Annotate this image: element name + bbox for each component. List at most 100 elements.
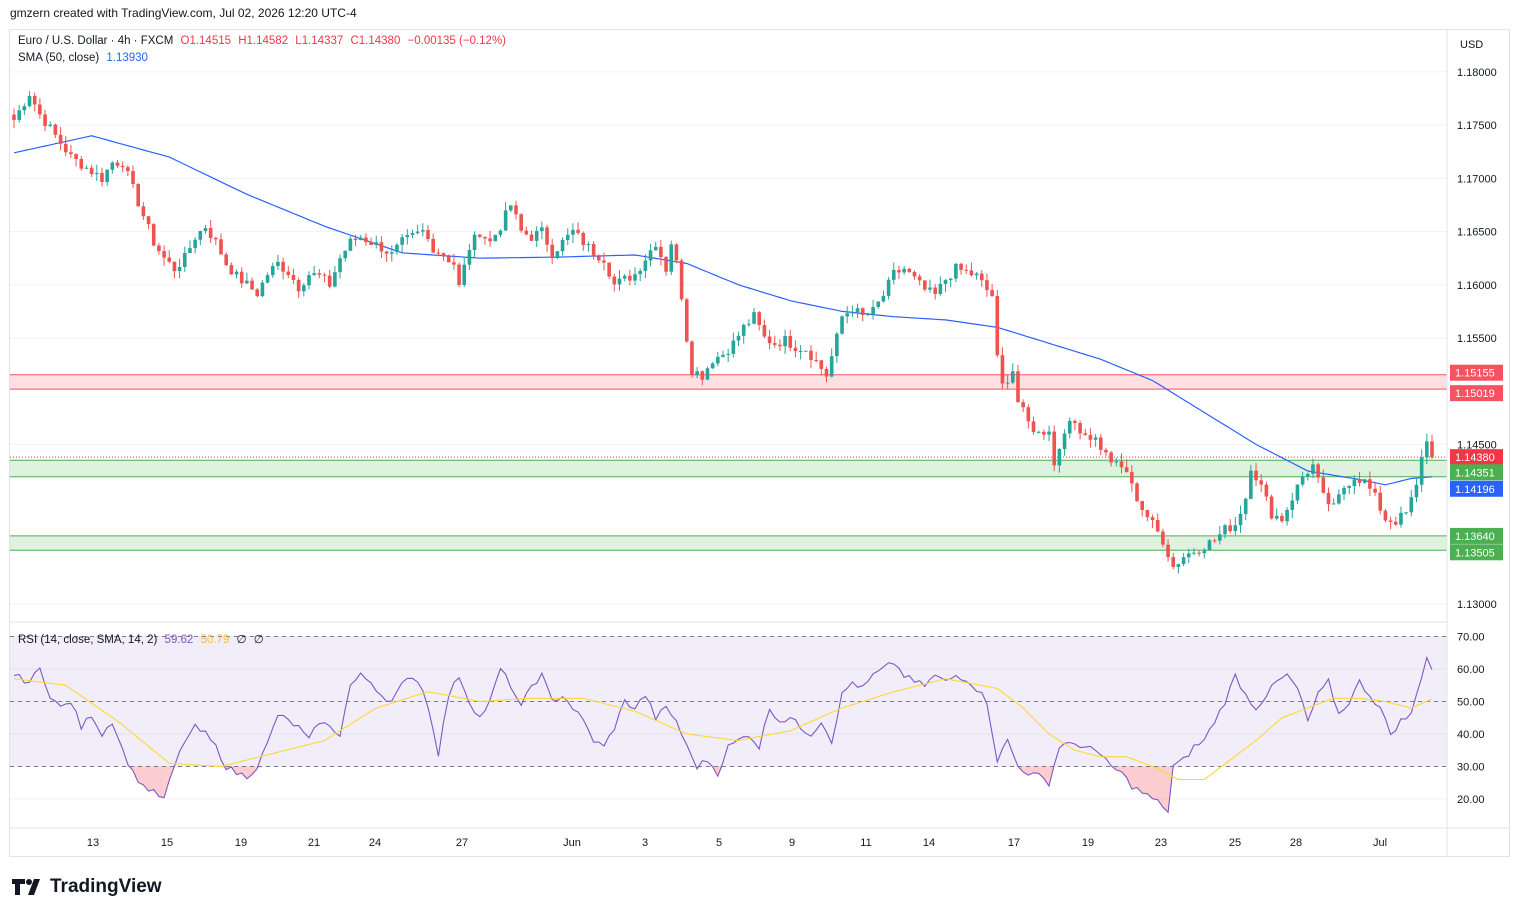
candle-down	[1073, 420, 1077, 423]
candle-down	[757, 312, 762, 326]
rsi-oversold-fill	[1157, 766, 1163, 808]
candle-up	[105, 169, 109, 182]
rsi-oversold-fill	[1162, 766, 1169, 813]
candle-down	[1321, 477, 1326, 493]
candle-up	[84, 167, 89, 169]
candle-up	[1202, 550, 1207, 554]
candle-up	[1067, 420, 1072, 434]
currency-button[interactable]: USD	[1460, 39, 1484, 51]
price-tick-label: 1.17500	[1457, 120, 1497, 132]
rsi-oversold-fill	[1121, 766, 1127, 778]
zone3-bottom-label: 1.13505	[1455, 547, 1495, 559]
candle-down	[115, 162, 120, 166]
candle-down	[1016, 371, 1020, 403]
candle-up	[1005, 382, 1010, 384]
candle-down	[291, 274, 296, 280]
symbol-name[interactable]: Euro / U.S. Dollar · 4h · FXCM	[18, 35, 174, 47]
candle-down	[1052, 431, 1057, 466]
candle-down	[379, 242, 384, 252]
candle-down	[529, 234, 534, 241]
candle-down	[1393, 521, 1398, 525]
rsi-tick-label: 50.00	[1457, 697, 1485, 709]
sma-last-label: 1.14196	[1455, 484, 1495, 496]
zone2-top-label: 1.14351	[1455, 467, 1495, 479]
candle-down	[1280, 515, 1284, 522]
last-price-label: 1.14380	[1455, 452, 1495, 464]
chart-frame[interactable]	[9, 29, 1510, 857]
candle-down	[933, 287, 937, 294]
candle-up	[617, 278, 622, 285]
candle-down	[1326, 492, 1331, 505]
tradingview-logo[interactable]: TradingView	[12, 876, 162, 898]
candle-down	[1378, 492, 1383, 511]
candle-down	[917, 276, 922, 281]
price-labels: 1.151551.150191.1438039:201.143511.14196…	[1450, 364, 1503, 561]
candle-up	[845, 313, 850, 317]
candle-up	[1409, 497, 1414, 513]
candle-down	[1383, 510, 1388, 521]
candle-up	[1404, 512, 1408, 514]
rsi-oversold-fill	[257, 766, 263, 769]
ohlc-high: H1.14582	[238, 35, 289, 47]
grid-lines	[10, 71, 1447, 800]
candle-up	[943, 280, 948, 284]
candle-down	[664, 257, 668, 272]
candle-down	[239, 271, 244, 284]
symbol-legend[interactable]: Euro / U.S. Dollar · 4h · FXCM O1.14515 …	[18, 35, 510, 47]
candle-up	[1337, 494, 1341, 504]
candle-up	[472, 234, 477, 251]
candle-up	[400, 237, 404, 245]
candle-down	[1269, 496, 1274, 519]
candle-up	[503, 210, 508, 231]
rsi-extra-2: ∅	[253, 634, 264, 646]
candles	[12, 91, 1434, 574]
candle-up	[1218, 534, 1222, 541]
candle-up	[245, 280, 249, 284]
candle-up	[731, 340, 736, 354]
candle-up	[1047, 431, 1051, 435]
candle-down	[436, 252, 441, 254]
zone1-bottom-label-box	[1450, 385, 1503, 402]
price-tick-label: 1.17000	[1457, 173, 1497, 185]
ohlc-open: O1.14515	[180, 35, 232, 47]
candle-up	[850, 312, 855, 314]
candle-down	[1135, 483, 1139, 502]
candle-up	[22, 106, 27, 111]
candle-up	[752, 312, 756, 324]
candle-up	[948, 278, 953, 281]
candle-up	[358, 237, 363, 241]
time-tick-label: 11	[860, 837, 871, 849]
candle-down	[214, 237, 218, 240]
rsi-oversold-fill	[153, 766, 159, 797]
candle-down	[229, 265, 234, 275]
candle-down	[684, 299, 689, 342]
rsi-tick-label: 30.00	[1457, 762, 1485, 774]
time-tick-label: 5	[716, 837, 722, 849]
candle-up	[555, 251, 560, 258]
candle-up	[716, 356, 720, 364]
candle-down	[1197, 552, 1201, 554]
candle-down	[524, 230, 529, 235]
candle-down	[1212, 540, 1217, 542]
time-tick-label: 21	[308, 837, 320, 849]
candle-down	[426, 230, 430, 239]
rsi-legend[interactable]: RSI (14, close, SMA, 14, 2) 59.62 50.79 …	[18, 632, 268, 646]
candle-down	[1021, 402, 1025, 408]
candle-up	[307, 275, 311, 286]
candle-down	[126, 167, 130, 172]
candle-down	[679, 260, 684, 300]
zone1-top-label: 1.15155	[1455, 368, 1495, 380]
candle-up	[876, 301, 881, 308]
candle-up	[1414, 484, 1419, 498]
candle-up	[27, 95, 32, 107]
candle-up	[462, 264, 467, 285]
candle-down	[550, 244, 555, 258]
candle-up	[1192, 552, 1196, 554]
candle-up	[177, 266, 182, 272]
candle-up	[1300, 476, 1305, 485]
candle-down	[322, 274, 327, 276]
sma-legend[interactable]: SMA (50, close) 1.13930	[18, 52, 152, 64]
candle-down	[985, 280, 989, 291]
candle-down	[224, 254, 228, 266]
